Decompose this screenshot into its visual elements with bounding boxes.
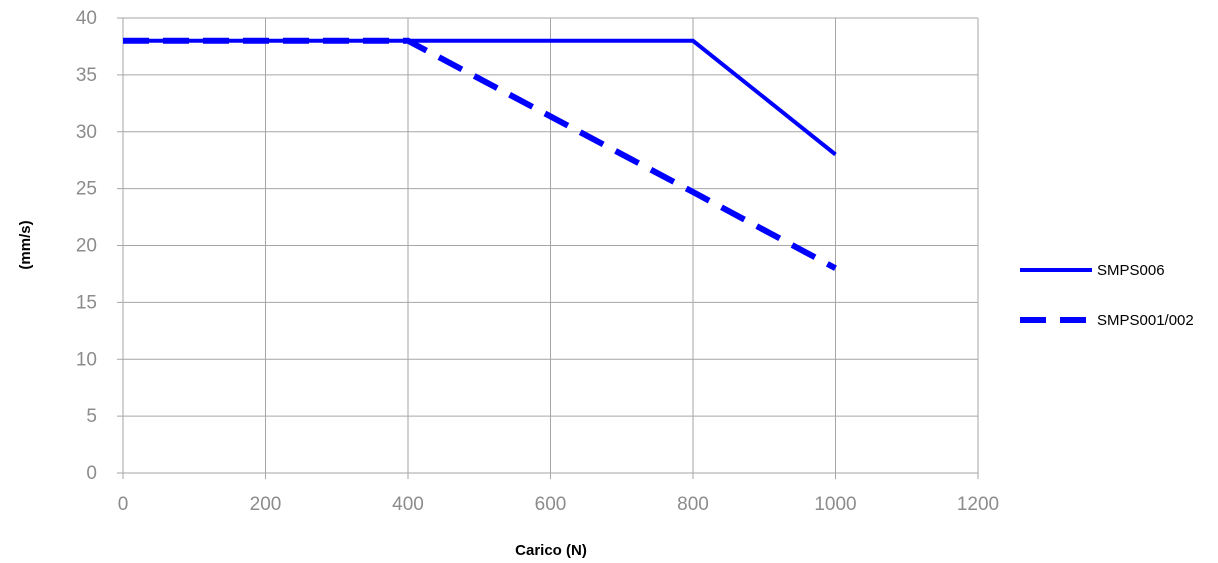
y-tick-label: 35 <box>76 65 97 86</box>
x-tick-label: 0 <box>118 494 129 515</box>
y-tick-label: 0 <box>86 463 97 484</box>
legend-label: SMPS001/002 <box>1097 312 1194 329</box>
y-tick-label: 10 <box>76 349 97 370</box>
y-tick-label: 25 <box>76 179 97 200</box>
x-tick-label: 600 <box>535 494 567 515</box>
y-tick-label: 30 <box>76 122 97 143</box>
y-axis-title: (mm/s) <box>17 220 34 269</box>
y-tick-label: 40 <box>76 8 97 29</box>
y-tick-label: 20 <box>76 236 97 257</box>
y-tick-label: 15 <box>76 292 97 313</box>
y-tick-label: 5 <box>86 406 97 427</box>
legend: SMPS006 SMPS001/002 <box>1020 262 1194 329</box>
x-tick-label: 1200 <box>957 494 999 515</box>
gridlines <box>117 18 978 479</box>
x-tick-label: 1000 <box>814 494 856 515</box>
x-tick-label: 800 <box>677 494 709 515</box>
x-tick-label: 200 <box>250 494 282 515</box>
legend-label: SMPS006 <box>1097 262 1165 279</box>
x-axis-title: Carico (N) <box>515 542 587 559</box>
series-line-smps006 <box>123 41 836 155</box>
x-tick-label: 400 <box>392 494 424 515</box>
